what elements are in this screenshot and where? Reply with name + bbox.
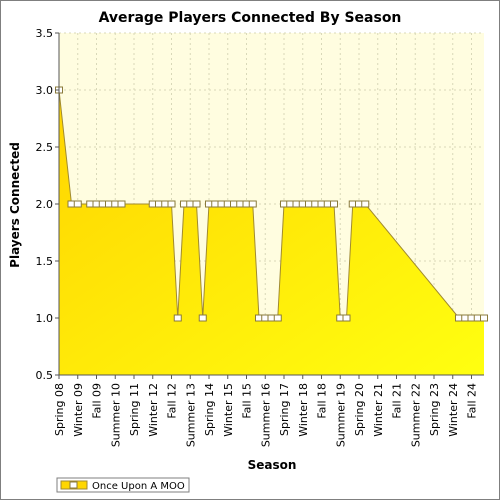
series-markers [55, 86, 488, 322]
legend-marker [69, 481, 78, 489]
y-tick-label: 2.0 [36, 198, 54, 211]
x-tick-label: Spring 20 [353, 383, 366, 436]
axes [55, 32, 484, 379]
chart-title: Average Players Connected By Season [99, 10, 402, 26]
x-tick-label: Summer 16 [259, 383, 272, 447]
x-tick-label: Summer 10 [109, 383, 122, 447]
x-tick-label: Fall 15 [241, 383, 254, 419]
data-point [330, 200, 338, 208]
data-point [361, 200, 370, 208]
data-point [480, 314, 488, 322]
data-point [167, 200, 176, 208]
x-tick-label: Fall 09 [91, 383, 104, 419]
x-tick-label: Fall 21 [391, 383, 404, 419]
y-tick-label: 1.5 [36, 255, 54, 268]
y-tick-label: 3.0 [36, 84, 54, 97]
x-tick-label: Fall 12 [166, 383, 179, 419]
x-tick-labels: Spring 08 Winter 09 Fall 09 Summer 10 Spring… [53, 383, 479, 447]
x-tick-label: Spring 23 [428, 383, 441, 436]
y-axis-title: Players Connected [8, 142, 22, 268]
x-tick-label: Winter 21 [372, 383, 385, 437]
data-point [248, 200, 257, 208]
data-point [273, 314, 282, 322]
x-tick-label: Winter 09 [72, 383, 85, 437]
y-tick-label: 1.0 [36, 312, 54, 325]
series-area [59, 90, 484, 375]
y-tick-label: 2.5 [36, 141, 54, 154]
x-tick-label: Spring 17 [278, 383, 291, 436]
y-tick-labels: 0.5 1.0 1.5 2.0 2.5 3.0 3.5 [36, 27, 54, 382]
x-tick-label: Spring 08 [53, 383, 66, 436]
x-tick-label: Winter 18 [297, 383, 310, 437]
data-point [342, 314, 351, 322]
data-point [198, 314, 207, 322]
data-point [73, 200, 82, 208]
x-tick-label: Spring 11 [128, 383, 141, 436]
x-tick-label: Spring 14 [203, 383, 216, 436]
data-point [173, 314, 182, 322]
x-tick-label: Summer 19 [334, 383, 347, 447]
x-tick-label: Winter 15 [222, 383, 235, 437]
data-point [192, 200, 201, 208]
y-tick-label: 0.5 [36, 369, 54, 382]
x-tick-label: Summer 13 [184, 383, 197, 447]
x-tick-label: Winter 12 [147, 383, 160, 437]
legend-box [56, 477, 190, 493]
y-tick-label: 3.5 [36, 27, 54, 40]
x-tick-label: Fall 18 [316, 383, 329, 419]
legend-label: Once Upon A MOO [92, 481, 185, 492]
data-point [117, 200, 126, 208]
legend: Once Upon A MOO [56, 477, 190, 493]
x-tick-label: Winter 24 [447, 383, 460, 437]
x-tick-label: Fall 24 [466, 383, 479, 419]
x-tick-label: Summer 22 [409, 383, 422, 447]
x-axis-title: Season [248, 458, 297, 472]
